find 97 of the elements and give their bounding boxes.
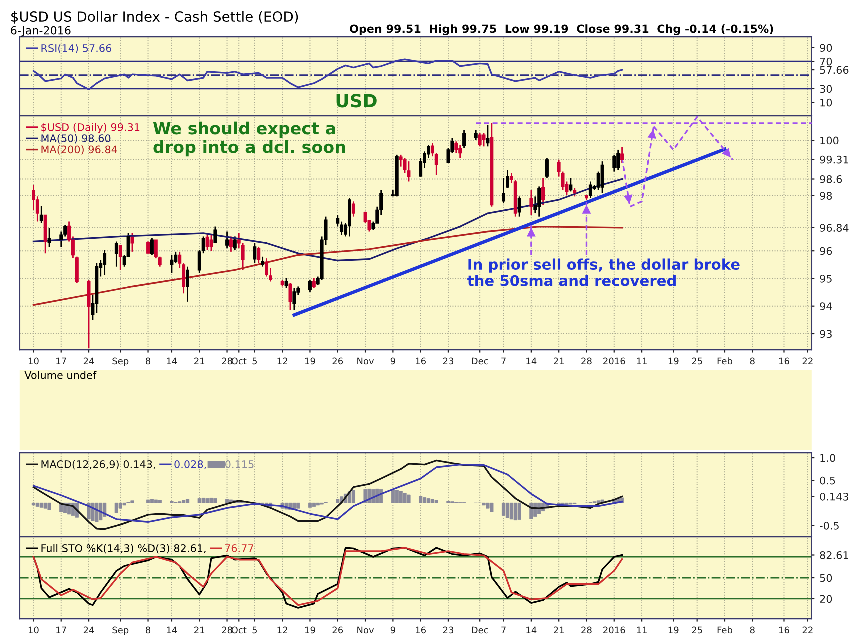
y-tick-label: -0.5 xyxy=(820,522,839,530)
x-tick-label: 28 xyxy=(222,626,232,634)
y-tick-label: 95 xyxy=(820,274,832,283)
legend-label: RSI(14) 57.66 xyxy=(42,44,112,54)
annotation: In prior sell offs, the dollar broke the 50sma and recovered xyxy=(468,258,740,286)
x-tick-label: 11 xyxy=(637,626,647,634)
legend-label: 0.115 xyxy=(226,460,254,468)
x-tick-label: Nov xyxy=(358,358,374,365)
x-tick-label: 22 xyxy=(802,358,813,365)
x-tick-label: Feb xyxy=(718,358,732,365)
x-tick-label: Feb xyxy=(718,626,732,634)
y-tick-label: 57.66 xyxy=(820,66,849,74)
annotation: We should expect a drop into a dcl. soon xyxy=(153,122,346,157)
x-tick-label: 7 xyxy=(502,626,506,634)
x-tick-label: Oct xyxy=(232,358,247,365)
x-tick-label: 14 xyxy=(167,358,178,365)
x-tick-label: 24 xyxy=(84,626,94,634)
x-tick-label: 16 xyxy=(416,626,426,634)
y-tick-label: 94 xyxy=(820,302,832,310)
y-tick-label: 30 xyxy=(820,85,832,94)
legend-label: MA(200) 96.84 xyxy=(42,146,118,155)
x-tick-label: 24 xyxy=(84,358,94,365)
x-tick-label: Sep xyxy=(112,626,129,636)
y-tick-label: 98 xyxy=(820,192,832,200)
y-tick-label: 96 xyxy=(820,247,832,256)
x-tick-label: Dec xyxy=(472,626,488,634)
y-tick-label: 70 xyxy=(820,58,832,66)
x-tick-label: 17 xyxy=(56,358,66,365)
x-tick-label: 5 xyxy=(252,358,258,365)
x-tick-label: 14 xyxy=(167,626,178,634)
x-tick-label: Sep xyxy=(112,358,129,366)
x-tick-label: 23 xyxy=(443,358,454,365)
y-tick-label: 1.0 xyxy=(820,454,836,462)
x-tick-label: 26 xyxy=(332,358,344,365)
x-tick-label: 16 xyxy=(779,626,790,634)
chart-subtitle: 6-Jan-2016 xyxy=(11,26,71,37)
x-tick-label: 9 xyxy=(390,358,396,365)
x-tick-label: 28 xyxy=(222,358,232,365)
x-tick-label: 19 xyxy=(305,626,316,634)
x-tick-label: 10 xyxy=(28,358,39,365)
y-tick-label: 0.143 xyxy=(820,492,849,501)
x-tick-label: 19 xyxy=(305,358,316,365)
y-tick-label: 93 xyxy=(820,330,832,338)
legend-label: MACD(12,26,9) 0.143, xyxy=(42,460,156,470)
text: Open 99.51 High 99.75 Low 99.19 Close 99.31 Chg -0.14 (-0.15%) xyxy=(350,24,774,36)
y-tick-label: 90 xyxy=(820,44,832,52)
legend-label: Full STO %K(14,3) %D(3) 82.61, xyxy=(42,544,206,554)
x-tick-label: 19 xyxy=(668,358,679,365)
x-tick-label: Oct xyxy=(232,626,247,634)
legend-label: $USD (Daily) 99.31 xyxy=(42,123,140,134)
x-tick-label: 12 xyxy=(278,626,288,634)
legend-label: 0.028, xyxy=(174,460,206,470)
x-tick-label: 8 xyxy=(750,626,755,634)
legend-label: MA(50) 98.60 xyxy=(42,134,111,144)
y-tick-label: 50 xyxy=(820,574,832,582)
x-tick-label: 26 xyxy=(332,626,344,634)
x-tick-label: 21 xyxy=(554,358,564,365)
x-tick-label: 21 xyxy=(194,358,205,365)
x-tick-label: 17 xyxy=(56,626,66,634)
x-tick-label: 8 xyxy=(146,358,151,365)
x-tick-label: 14 xyxy=(526,358,537,365)
x-tick-label: 14 xyxy=(526,626,537,634)
x-tick-label: 19 xyxy=(668,626,679,634)
x-tick-label: 2016 xyxy=(604,626,626,634)
x-tick-label: 8 xyxy=(750,358,755,365)
annotation: USD xyxy=(336,94,377,108)
x-tick-label: 28 xyxy=(582,358,592,365)
y-tick-label: 10 xyxy=(820,98,832,107)
x-tick-label: Dec xyxy=(472,358,488,365)
x-tick-label: 25 xyxy=(692,358,702,365)
text: Volume undef xyxy=(24,371,97,380)
x-tick-label: Nov xyxy=(358,626,374,634)
y-tick-label: 100 xyxy=(820,136,839,145)
y-tick-label: 20 xyxy=(820,595,832,604)
x-tick-label: 5 xyxy=(252,626,258,634)
y-tick-label: 98.6 xyxy=(820,175,842,184)
chart-title: $USD US Dollar Index - Cash Settle (EOD) xyxy=(12,11,298,24)
y-tick-label: 96.84 xyxy=(820,224,849,232)
x-tick-label: 23 xyxy=(443,626,454,634)
x-tick-label: 2016 xyxy=(604,358,626,365)
legend-label: 76.77 xyxy=(225,544,254,552)
x-tick-label: 16 xyxy=(779,358,790,365)
x-tick-label: 21 xyxy=(554,626,564,634)
x-tick-label: 22 xyxy=(802,626,813,634)
x-tick-label: 7 xyxy=(502,358,506,365)
y-tick-label: 0.5 xyxy=(820,476,836,485)
x-tick-label: 12 xyxy=(278,358,288,365)
x-tick-label: 9 xyxy=(390,626,396,634)
x-tick-label: 10 xyxy=(28,626,39,634)
x-tick-label: 25 xyxy=(692,626,702,634)
x-tick-label: 28 xyxy=(582,626,592,634)
y-tick-label: 99.31 xyxy=(820,156,848,164)
x-tick-label: 11 xyxy=(637,358,647,365)
x-tick-label: 21 xyxy=(194,626,205,634)
y-tick-label: 82.61 xyxy=(820,551,848,560)
x-tick-label: 16 xyxy=(416,358,426,365)
x-tick-label: 8 xyxy=(146,626,151,634)
